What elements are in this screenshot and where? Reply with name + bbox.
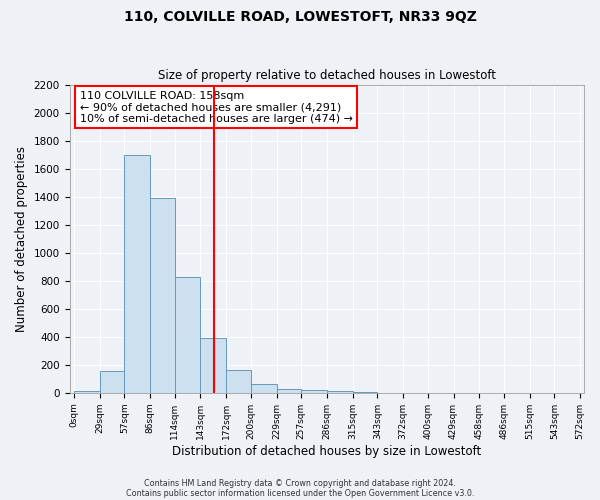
- Bar: [124, 154, 150, 393]
- Bar: [353, 392, 377, 393]
- X-axis label: Distribution of detached houses by size in Lowestoft: Distribution of detached houses by size …: [172, 444, 482, 458]
- Bar: [74, 392, 100, 393]
- Bar: [251, 384, 277, 393]
- Bar: [150, 198, 175, 393]
- Text: Contains HM Land Registry data © Crown copyright and database right 2024.: Contains HM Land Registry data © Crown c…: [144, 478, 456, 488]
- Text: Contains public sector information licensed under the Open Government Licence v3: Contains public sector information licen…: [126, 488, 474, 498]
- Bar: [100, 371, 124, 393]
- Bar: [277, 390, 301, 393]
- Bar: [301, 390, 327, 393]
- Bar: [226, 370, 251, 393]
- Bar: [200, 338, 226, 393]
- Bar: [175, 277, 200, 393]
- Title: Size of property relative to detached houses in Lowestoft: Size of property relative to detached ho…: [158, 69, 496, 82]
- Bar: [327, 390, 353, 393]
- Text: 110 COLVILLE ROAD: 158sqm
← 90% of detached houses are smaller (4,291)
10% of se: 110 COLVILLE ROAD: 158sqm ← 90% of detac…: [80, 90, 353, 124]
- Text: 110, COLVILLE ROAD, LOWESTOFT, NR33 9QZ: 110, COLVILLE ROAD, LOWESTOFT, NR33 9QZ: [124, 10, 476, 24]
- Y-axis label: Number of detached properties: Number of detached properties: [15, 146, 28, 332]
